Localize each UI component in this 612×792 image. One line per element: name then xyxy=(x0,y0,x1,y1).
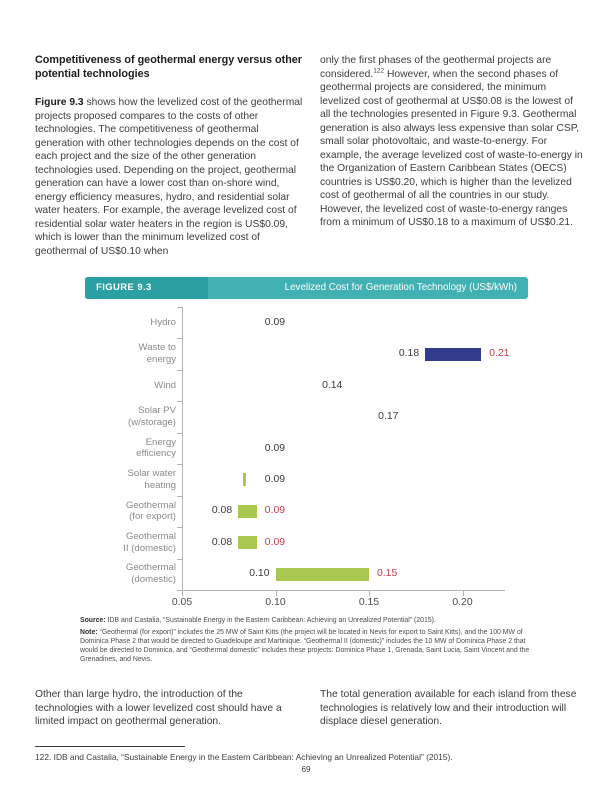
value-label-solar-water-heating: 0.09 xyxy=(264,473,286,485)
category-label-geothermal-ii-domestic: Geothermal II (domestic) xyxy=(40,531,176,555)
min-value-label-geothermal-ii-domestic: 0.08 xyxy=(211,536,233,548)
page-number: 69 xyxy=(301,765,311,774)
source-line: Source: IDB and Castalia, “Sustainable E… xyxy=(80,617,436,624)
category-label-line: Wind xyxy=(154,379,176,391)
section-heading: Competitiveness of geothermal energy ver… xyxy=(35,54,303,80)
category-label-line: Energy xyxy=(145,436,176,448)
category-label-hydro: Hydro xyxy=(40,317,176,329)
min-value-label-waste-to-energy: 0.18 xyxy=(398,348,420,360)
category-tick xyxy=(177,590,182,591)
category-tick xyxy=(177,307,182,308)
bar-geothermal-ii-domestic xyxy=(238,536,257,550)
x-axis-tick-label: 0.20 xyxy=(452,597,473,608)
closing-column-left: Other than large hydro, the introduction… xyxy=(35,689,282,727)
x-axis-tick-label: 0.10 xyxy=(265,597,286,608)
category-label-wind: Wind xyxy=(40,380,176,392)
note-line: Note: “Geothermal (for export)” includes… xyxy=(80,628,530,663)
category-tick xyxy=(177,495,182,497)
figure-header-bar: FIGURE 9.3 Levelized Cost for Generation… xyxy=(85,277,528,299)
value-label-hydro: 0.09 xyxy=(264,316,286,328)
x-axis-line xyxy=(182,590,505,591)
x-axis-tick xyxy=(275,590,277,596)
x-axis-tick xyxy=(462,590,464,596)
category-tick xyxy=(177,338,182,340)
category-label-line: Solar water xyxy=(127,468,176,480)
value-label-solar-pv-w-storage: 0.17 xyxy=(378,411,399,423)
category-label-line: Geothermal xyxy=(125,499,176,511)
min-value-label-geothermal-domestic: 0.10 xyxy=(249,568,270,580)
levelized-cost-chart: 0.05 0.10 0.15 0.20 Hydro 0.09 Waste to energy 0… xyxy=(0,300,612,618)
category-tick xyxy=(177,401,182,403)
value-label-wind: 0.14 xyxy=(322,379,343,391)
x-axis-tick xyxy=(369,590,370,596)
value-label-energy-efficiency: 0.09 xyxy=(264,442,286,454)
closing-column-right: The total generation available for each … xyxy=(320,689,577,727)
bar-geothermal-for-export xyxy=(238,504,257,518)
bar-geothermal-domestic xyxy=(275,567,369,581)
paragraph-right: only the first phases of the geothermal … xyxy=(320,55,583,228)
x-axis-tick-label: 0.15 xyxy=(358,597,380,608)
category-label-line: Geothermal xyxy=(125,531,176,543)
category-label-solar-water-heating: Solar water heating xyxy=(40,468,176,492)
x-axis-tick xyxy=(182,590,183,596)
paragraph-left: Figure 9.3 shows how the levelized cost … xyxy=(35,97,303,257)
category-label-solar-pv-w-storage: Solar PV (w/storage) xyxy=(40,405,176,429)
max-value-label-geothermal-ii-domestic: 0.09 xyxy=(264,536,286,548)
body-column-left: Figure 9.3 shows how the levelized cost … xyxy=(35,96,303,258)
category-tick xyxy=(177,432,182,434)
category-tick xyxy=(177,369,182,371)
category-label-line: efficiency xyxy=(136,448,176,460)
footnote-divider xyxy=(35,746,185,747)
category-tick xyxy=(177,527,182,529)
min-value-label-geothermal-for-export: 0.08 xyxy=(211,505,233,517)
category-label-line: Geothermal xyxy=(125,562,176,574)
category-label-line: Waste to xyxy=(138,342,177,354)
category-label-line: (w/storage) xyxy=(128,417,176,429)
category-label-geothermal-for-export: Geothermal (for export) xyxy=(40,500,176,524)
category-label-line: (domestic) xyxy=(131,574,176,586)
bar-tick-solar-water-heating xyxy=(242,473,246,487)
category-label-line: Solar PV xyxy=(138,405,176,417)
y-axis-line xyxy=(182,307,183,590)
figure-title: Levelized Cost for Generation Technology… xyxy=(284,282,517,293)
figure-number-label: FIGURE 9.3 xyxy=(85,277,208,299)
category-label-energy-efficiency: Energy efficiency xyxy=(40,437,176,461)
x-axis-tick-label: 0.05 xyxy=(171,597,193,608)
body-column-right: only the first phases of the geothermal … xyxy=(320,54,584,230)
figure-reference: Figure 9.3 xyxy=(35,97,84,108)
footnote-marker: 122 xyxy=(373,67,385,75)
category-label-geothermal-domestic: Geothermal (domestic) xyxy=(40,562,176,586)
max-value-label-geothermal-for-export: 0.09 xyxy=(264,505,286,517)
max-value-label-waste-to-energy: 0.21 xyxy=(489,348,510,360)
figure-source-note: Source: IDB and Castalia, “Sustainable E… xyxy=(80,617,532,668)
footnote-text: 122. IDB and Castalia, “Sustainable Ener… xyxy=(35,752,453,762)
category-label-waste-to-energy: Waste to energy xyxy=(40,342,177,366)
category-label-line: Hydro xyxy=(150,316,176,328)
max-value-label-geothermal-domestic: 0.15 xyxy=(377,568,398,580)
category-tick xyxy=(177,558,182,560)
category-tick xyxy=(177,464,182,466)
category-label-line: II (domestic) xyxy=(123,542,176,554)
category-label-line: heating xyxy=(144,479,176,491)
bar-waste-to-energy xyxy=(425,347,482,361)
category-label-line: (for export) xyxy=(129,511,176,523)
category-label-line: energy xyxy=(146,354,176,366)
